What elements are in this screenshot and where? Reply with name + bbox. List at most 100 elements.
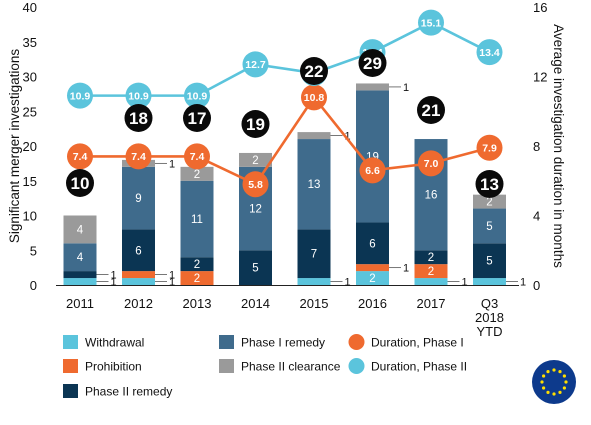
total-bubble [66, 169, 94, 197]
bar-phase2_remedy [297, 229, 331, 279]
segment-label-phase2_clearance: 4 [77, 224, 84, 236]
right-tick-label: 12 [533, 70, 547, 85]
marker-duration_phase1 [359, 157, 386, 184]
total-label: 22 [305, 62, 324, 81]
star-icon [564, 380, 568, 384]
x-tick-label: Q3 2018 YTD [475, 296, 504, 339]
bar-prohibition [414, 264, 448, 279]
bar-withdrawal [63, 278, 97, 285]
bar-withdrawal [473, 278, 506, 285]
marker-duration_phase2 [476, 39, 503, 66]
marker-duration_phase1 [125, 143, 152, 170]
star-icon [562, 374, 566, 378]
segment-label-phase2_remedy: 2 [428, 252, 434, 264]
bar-phase2_remedy [414, 250, 448, 265]
bar-phase1_remedy [180, 180, 214, 258]
legend-label: Withdrawal [85, 336, 144, 350]
left-tick-label: 0 [30, 278, 37, 293]
total-label: 13 [480, 175, 499, 194]
segment-label-phase1_remedy: 9 [135, 193, 141, 205]
legend-swatch [348, 334, 365, 350]
callout-label-withdrawal: 1 [111, 277, 117, 289]
total-label: 18 [129, 109, 148, 128]
total-bubble [241, 110, 270, 138]
total-label: 17 [188, 109, 207, 128]
bar-withdrawal [414, 278, 448, 285]
marker-label-duration_phase2: 10.9 [128, 90, 149, 102]
bar-phase2_remedy [356, 222, 389, 265]
eu-flag-logo-bg [532, 360, 576, 404]
star-icon [546, 370, 550, 374]
segment-label-phase2_remedy: 6 [135, 245, 141, 257]
legend-label: Duration, Phase I [371, 336, 464, 350]
segment-label-phase2_remedy: 7 [311, 249, 317, 261]
marker-label-duration_phase1: 7.0 [424, 158, 439, 170]
segment-label-phase2_remedy: 6 [369, 238, 375, 250]
marker-label-duration_phase1: 7.9 [482, 143, 497, 155]
bar-prohibition [356, 264, 389, 272]
callout-label-withdrawal: 1 [462, 277, 468, 289]
marker-duration_phase2 [184, 82, 210, 109]
bar-phase2_remedy [180, 257, 214, 272]
marker-label-duration_phase2: 10.9 [70, 90, 91, 102]
bar-phase1_remedy [63, 243, 97, 272]
callout-label-withdrawal: 1 [520, 277, 526, 289]
marker-label-duration_phase2: 13.4 [479, 47, 500, 59]
segment-label-phase2_remedy: 2 [194, 259, 200, 271]
bar-phase2_clearance [473, 194, 506, 209]
marker-label-duration_phase1: 7.4 [73, 151, 88, 163]
callout-label-prohibition: 1 [169, 270, 175, 282]
marker-duration_phase2 [67, 82, 93, 109]
right-tick-label: 8 [533, 139, 540, 154]
x-tick-label: 2013 [183, 296, 212, 311]
x-tick-label: 2012 [124, 296, 153, 311]
callout-label-withdrawal: 1 [345, 277, 351, 289]
segment-label-phase2_clearance: 2 [252, 155, 258, 167]
bar-withdrawal [297, 278, 331, 285]
marker-label-duration_phase1: 10.8 [304, 92, 325, 104]
y2-axis-title: Average investigation duration in months [551, 24, 566, 268]
bar-phase2_remedy [239, 250, 272, 285]
legend-label: Phase II clearance [241, 360, 341, 374]
bar-prohibition [180, 271, 214, 285]
legend-label: Phase II remedy [85, 385, 172, 399]
left-tick-label: 10 [23, 209, 37, 224]
star-icon [562, 386, 566, 390]
total-label: 19 [246, 115, 265, 134]
legend-swatch [63, 384, 78, 398]
star-icon [542, 374, 546, 378]
segment-label-phase2_clearance: 2 [486, 197, 492, 209]
total-bubble [300, 57, 328, 85]
marker-label-duration_phase1: 6.6 [365, 165, 380, 177]
marker-label-duration_phase2: 10.9 [187, 90, 208, 102]
callout-label-phase2_remedy: 1 [111, 270, 117, 282]
marker-label-duration_phase1: 7.4 [190, 151, 205, 163]
callout-label-phase2_clearance: 1 [169, 158, 175, 170]
marker-label-duration_phase2: 15.1 [421, 17, 442, 29]
legend-swatch [219, 335, 234, 349]
segment-label-phase2_remedy: 5 [252, 263, 258, 275]
segment-label-phase1_remedy: 12 [249, 204, 262, 216]
legend: Withdrawal Prohibition Phase II remedy Phas… [63, 334, 467, 399]
marker-duration_phase2 [125, 82, 152, 109]
total-label: 21 [422, 101, 441, 120]
legend-swatch [219, 359, 234, 373]
y-axis-title: Significant merger investigations [7, 49, 22, 244]
eu-flag-logo [532, 360, 576, 404]
segment-label-phase2_remedy: 5 [486, 256, 492, 268]
star-icon [542, 386, 546, 390]
segment-label-withdrawal: 2 [369, 273, 375, 285]
total-bubble [417, 96, 445, 124]
left-tick-label: 25 [23, 104, 37, 119]
callout-label-prohibition: 1 [403, 263, 409, 275]
callout-label-withdrawal: 1 [169, 277, 175, 289]
segment-label-prohibition: 2 [428, 266, 434, 278]
marker-duration_phase2 [418, 9, 444, 36]
bar-phase2_clearance [180, 166, 214, 181]
legend-swatch [348, 358, 365, 374]
star-icon [546, 390, 550, 394]
marker-label-duration_phase1: 5.8 [248, 179, 263, 191]
bars: 11441169122112512217131216191122161552 [63, 82, 526, 289]
